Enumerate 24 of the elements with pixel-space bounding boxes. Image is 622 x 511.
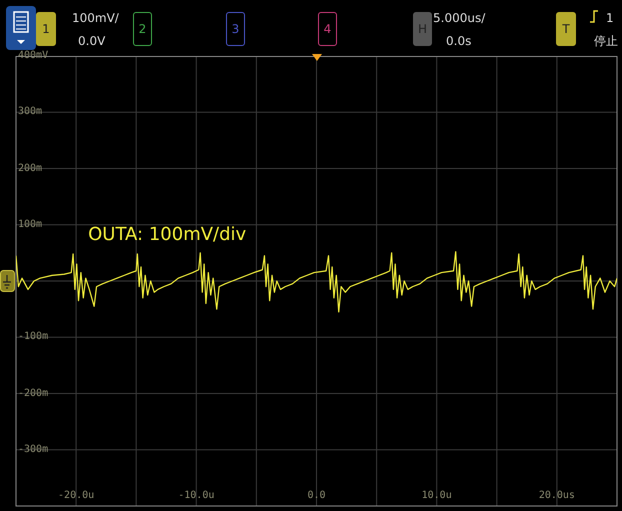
text: 0.0s [446, 33, 472, 49]
text: 0.0V [78, 33, 106, 49]
x-tick-label: -20.0u [57, 490, 96, 501]
x-tick-label: 10.0u [420, 490, 453, 501]
text: 1 [36, 12, 56, 46]
text: T [556, 12, 576, 46]
text: 2 [133, 12, 152, 46]
text: 1 [606, 10, 615, 26]
y-tick-label: 100m [18, 218, 42, 231]
y-tick-label: -300m [18, 444, 48, 456]
text: 停止 [594, 33, 619, 49]
line-series [16, 251, 617, 313]
text: 5.000us/ [433, 10, 486, 26]
x-tick-label: -10.0u [177, 490, 216, 501]
x-tick-label: 20.0us [538, 490, 576, 501]
annotation: OUTA: 100mV/div [88, 224, 246, 245]
text: 4 [318, 12, 337, 46]
y-tick-label: -100m [18, 331, 48, 344]
text: 100mV/ [72, 10, 120, 26]
text: 3 [226, 12, 245, 46]
x-tick-label: 0.0 [306, 490, 327, 501]
y-tick-label: 300m [18, 106, 42, 118]
y-tick-label: -200m [18, 388, 48, 400]
y-tick-label: 200m [18, 162, 42, 174]
